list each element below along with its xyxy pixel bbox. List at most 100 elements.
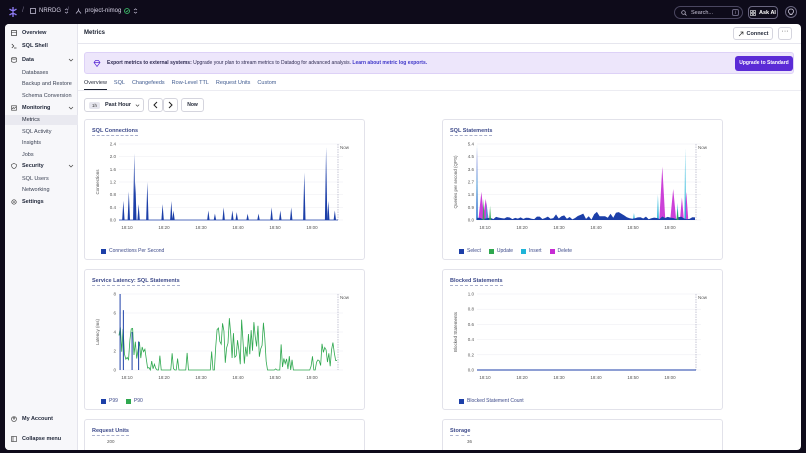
- legend-item[interactable]: Update: [488, 248, 513, 254]
- legend-item[interactable]: P90: [125, 398, 143, 404]
- sidebar-item-schema-conversion[interactable]: Schema Conversion: [5, 91, 78, 101]
- y-axis-label: Queries per second (QPS): [453, 155, 458, 209]
- x-tick-label: 18:50: [627, 375, 639, 380]
- sidebar-item-insights[interactable]: Insights: [5, 138, 78, 148]
- tab-row-level-ttl[interactable]: Row-Level TTL: [171, 80, 209, 86]
- main-frame: Overview SQL Shell Data Databases Backup…: [5, 24, 801, 450]
- app-logo-icon[interactable]: [8, 6, 18, 18]
- chart-title[interactable]: Service Latency: SQL Statements: [92, 278, 180, 286]
- sidebar-item-databases[interactable]: Databases: [5, 68, 78, 78]
- data-spike: [290, 207, 293, 220]
- y-tick-label: 2.4: [110, 142, 117, 147]
- now-button[interactable]: Now: [181, 98, 204, 112]
- data-spike: [146, 182, 149, 220]
- ask-ai-button[interactable]: Ask AI: [748, 6, 778, 19]
- legend-item[interactable]: Connections Per Second: [101, 248, 164, 254]
- insert-area: [684, 148, 686, 220]
- org-switcher[interactable]: NRRDG: [30, 8, 69, 14]
- time-forward-button[interactable]: [163, 98, 178, 112]
- project-switcher[interactable]: project-nimog: [75, 8, 138, 14]
- shield-icon: [11, 163, 17, 169]
- y-tick-label: 2.0: [110, 154, 117, 159]
- page-header: Metrics Connect ···: [78, 24, 801, 44]
- chart-card-request-units: Request Units 200: [84, 419, 365, 450]
- sidebar-item-security[interactable]: Security: [5, 161, 78, 171]
- sidebar-item-label: SQL Users: [22, 176, 49, 182]
- chart-title[interactable]: SQL Statements: [450, 128, 493, 136]
- diamond-icon: [93, 60, 101, 67]
- sidebar-item-metrics[interactable]: Metrics: [5, 115, 78, 125]
- legend-item[interactable]: Insert: [521, 248, 542, 254]
- insert-area: [656, 194, 659, 220]
- data-spike: [134, 182, 137, 220]
- x-tick-label: 19:00: [664, 375, 676, 380]
- legend-item[interactable]: Blocked Statement Count: [459, 398, 524, 404]
- data-spike: [170, 201, 173, 220]
- chart-title[interactable]: Request Units: [92, 428, 129, 436]
- search-input[interactable]: Search... /: [674, 6, 743, 19]
- legend-label: Delete: [557, 248, 572, 254]
- chart-title[interactable]: Storage: [450, 428, 471, 436]
- tabs-divider: [78, 90, 801, 91]
- y-tick-label: 1.6: [110, 167, 117, 172]
- chart-title[interactable]: SQL Connections: [92, 128, 139, 136]
- sidebar-item-overview[interactable]: Overview: [5, 28, 78, 38]
- chart-card-sql-statements: SQL Statements 5.4 4.5 3.6 2.7 1.8 0.9 0.0 18:1…: [442, 119, 723, 260]
- legend-item[interactable]: Select: [459, 248, 481, 254]
- banner-bold: Export metrics to external systems:: [107, 60, 192, 66]
- data-spike: [122, 201, 125, 220]
- sidebar-item-networking[interactable]: Networking: [5, 185, 78, 195]
- legend-item[interactable]: P99: [101, 398, 118, 404]
- x-tick-label: 18:10: [479, 375, 491, 380]
- collapse-menu-button[interactable]: Collapse menu: [5, 434, 78, 444]
- tab-overview[interactable]: Overview: [84, 80, 107, 90]
- sidebar-item-label: Settings: [22, 199, 44, 205]
- banner-learn-link[interactable]: Learn about metric log exports.: [352, 60, 428, 66]
- y-tick-label: 0.9: [468, 205, 475, 210]
- chevron-down-icon: [135, 104, 140, 107]
- legend-label: Connections Per Second: [109, 248, 165, 254]
- sidebar-item-sql-users[interactable]: SQL Users: [5, 174, 78, 184]
- data-spike: [270, 207, 273, 220]
- insert-area: [476, 144, 478, 220]
- data-spike: [172, 210, 175, 220]
- insert-area: [632, 212, 635, 220]
- x-tick-label: 18:10: [121, 225, 133, 230]
- more-options-button[interactable]: ···: [778, 27, 792, 40]
- help-button[interactable]: [785, 6, 797, 18]
- sidebar-item-monitoring[interactable]: Monitoring: [5, 103, 78, 113]
- y-tick-label: 8: [113, 292, 116, 297]
- time-range-select[interactable]: 1h Past Hour: [84, 98, 144, 112]
- connect-button[interactable]: Connect: [733, 27, 773, 40]
- time-back-button[interactable]: [148, 98, 163, 112]
- time-range-value: Past Hour: [105, 102, 131, 108]
- data-spike: [246, 213, 249, 220]
- sidebar-item-data[interactable]: Data: [5, 55, 78, 65]
- sidebar-item-my-account[interactable]: My Account: [5, 414, 78, 424]
- project-name: project-nimog: [85, 8, 122, 14]
- legend-item[interactable]: Delete: [549, 248, 572, 254]
- data-spike: [207, 210, 210, 220]
- tab-changefeeds[interactable]: Changefeeds: [131, 80, 165, 86]
- database-icon: [11, 57, 17, 63]
- x-tick-label: 18:40: [232, 375, 244, 380]
- sidebar-item-backup-restore[interactable]: Backup and Restore: [5, 79, 78, 89]
- org-name: NRRDG: [39, 8, 61, 14]
- sidebar-item-settings[interactable]: Settings: [5, 197, 78, 207]
- sidebar-item-sql-shell[interactable]: SQL Shell: [5, 41, 78, 51]
- chart-title[interactable]: Blocked Statements: [450, 278, 503, 286]
- tab-sql[interactable]: SQL: [113, 80, 125, 86]
- sidebar-item-jobs[interactable]: Jobs: [5, 150, 78, 160]
- tab-custom[interactable]: Custom: [257, 80, 277, 86]
- legend-label: P99: [109, 398, 118, 404]
- x-tick-label: 18:40: [590, 225, 602, 230]
- y-tick-label: 1.2: [110, 180, 117, 185]
- y-tick-label: 1.0: [468, 292, 475, 297]
- upgrade-button[interactable]: Upgrade to Standard: [735, 56, 793, 71]
- x-tick-label: 18:50: [269, 225, 281, 230]
- sidebar-item-label: SQL Shell: [22, 43, 48, 49]
- tab-request-units[interactable]: Request Units: [215, 80, 251, 86]
- sidebar-item-sql-activity[interactable]: SQL Activity: [5, 127, 78, 137]
- y-tick-label: 0.4: [110, 205, 117, 210]
- y-tick-label: 0.6: [468, 322, 475, 327]
